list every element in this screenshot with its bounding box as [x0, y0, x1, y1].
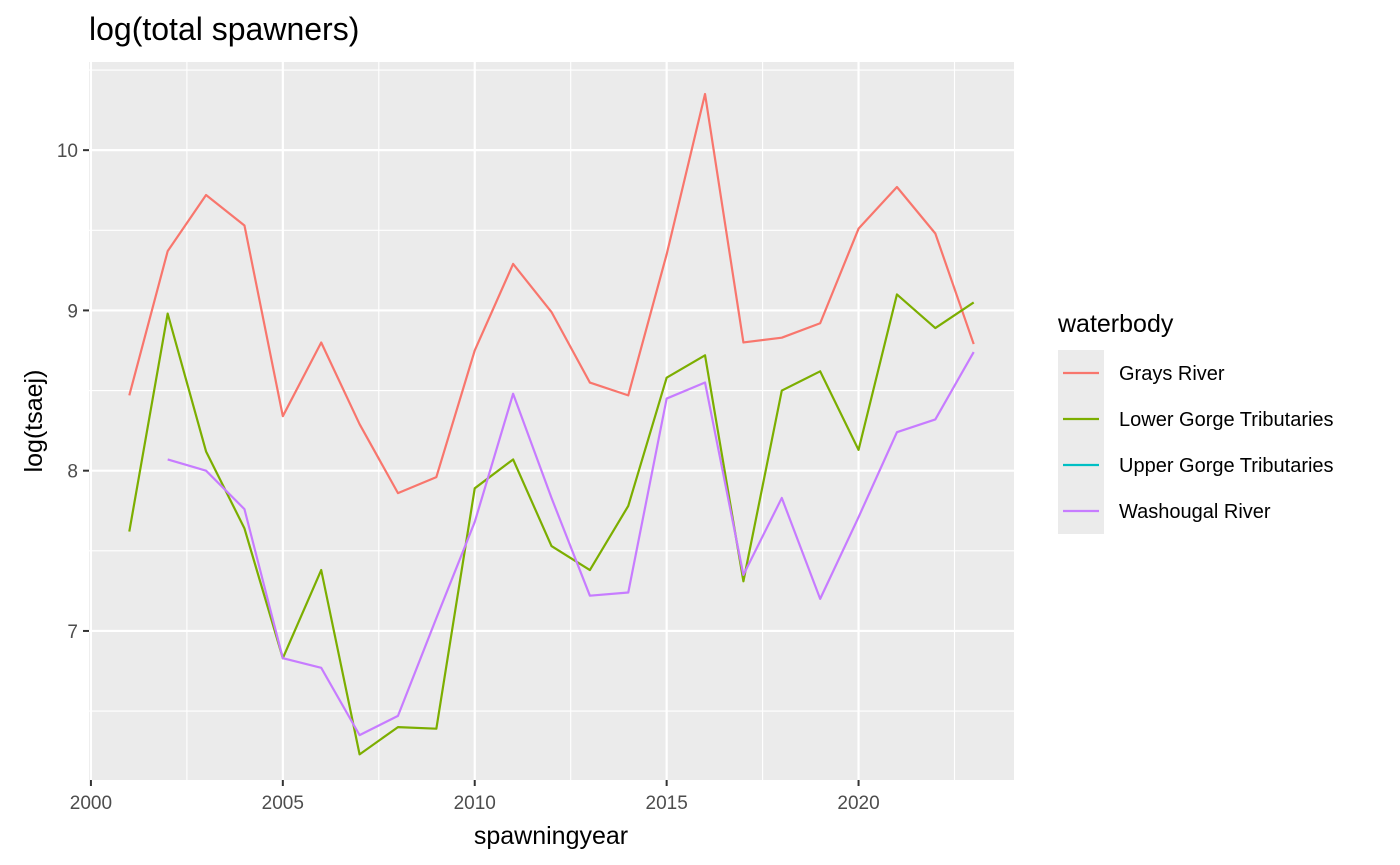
x-axis-title: spawningyear [474, 822, 628, 850]
y-tick-label: 8 [67, 462, 78, 483]
x-tick-label: 2015 [646, 793, 688, 814]
minor-gridlines [89, 62, 1014, 780]
x-tick-label: 2000 [70, 793, 112, 814]
legend-item: Lower Gorge Tributaries [1058, 396, 1334, 442]
y-tick-label: 9 [67, 301, 78, 322]
legend: waterbody Grays River Lower Gorge Tributa… [1057, 310, 1334, 534]
x-axis: 2000 2005 2010 2015 2020 [70, 780, 880, 814]
series-lines [128, 92, 975, 756]
legend-title: waterbody [1057, 310, 1174, 338]
series-line-1 [128, 293, 975, 756]
legend-label: Washougal River [1119, 501, 1271, 523]
y-axis: 7 8 9 10 [57, 141, 89, 643]
plot-panel [89, 62, 1014, 780]
legend-item: Upper Gorge Tributaries [1058, 442, 1334, 488]
series-line-3 [167, 351, 975, 737]
legend-label: Upper Gorge Tributaries [1119, 455, 1334, 477]
x-tick-label: 2005 [262, 793, 304, 814]
y-tick-label: 7 [67, 622, 78, 643]
legend-label: Lower Gorge Tributaries [1119, 409, 1334, 431]
y-tick-label: 10 [57, 141, 78, 162]
chart-title: log(total spawners) [89, 11, 359, 47]
x-tick-label: 2020 [837, 793, 879, 814]
legend-item: Grays River [1058, 350, 1225, 396]
legend-label: Grays River [1119, 363, 1225, 385]
y-axis-title: log(tsaej) [20, 370, 48, 473]
legend-items: Grays River Lower Gorge Tributaries Upper … [1058, 350, 1334, 534]
legend-item: Washougal River [1058, 488, 1271, 534]
x-tick-label: 2010 [454, 793, 496, 814]
series-line-0 [128, 92, 975, 495]
